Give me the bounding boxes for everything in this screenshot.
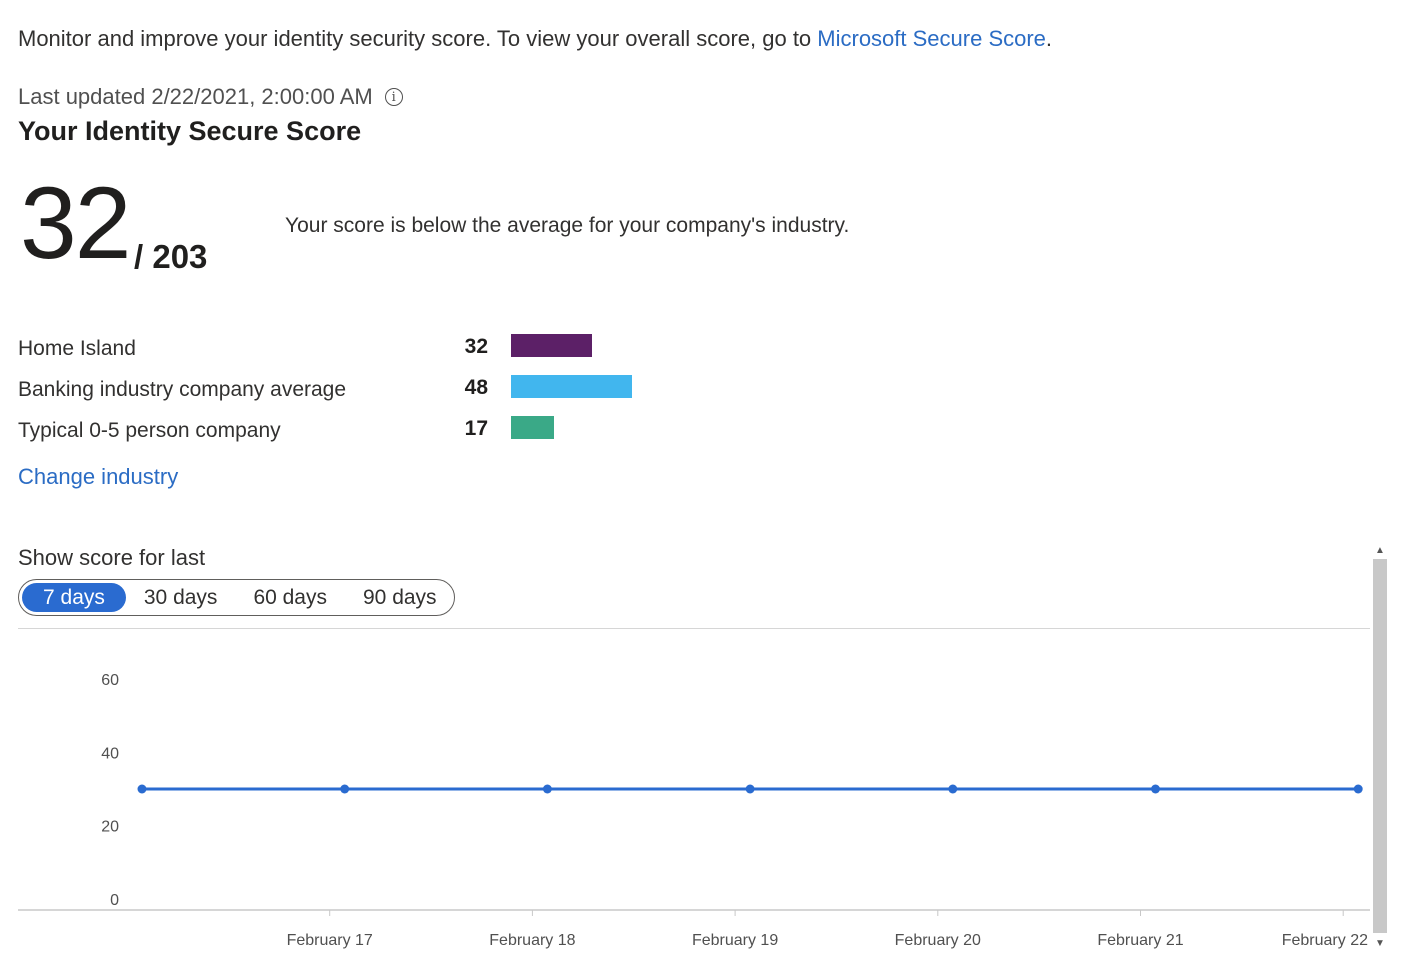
comparison-bar xyxy=(511,334,592,357)
data-point xyxy=(137,784,147,794)
comparison-label: Home Island xyxy=(18,337,136,360)
last-updated: Last updated 2/22/2021, 2:00:00 AM i xyxy=(18,84,403,110)
comparison-value: 48 xyxy=(464,376,488,399)
change-industry-link[interactable]: Change industry xyxy=(18,464,179,489)
intro-suffix: . xyxy=(1045,26,1053,51)
comparison-value: 32 xyxy=(464,335,488,358)
data-point xyxy=(340,784,350,794)
intro-text-body: Monitor and improve your identity securi… xyxy=(18,26,818,51)
y-tick-label: 60 xyxy=(101,672,119,689)
section-divider xyxy=(18,628,1370,629)
y-tick-label: 20 xyxy=(101,819,119,836)
intro-text: Monitor and improve your identity securi… xyxy=(18,26,1052,52)
comparison-value: 17 xyxy=(464,417,488,440)
range-option-90-days[interactable]: 90 days xyxy=(363,586,437,609)
data-point xyxy=(1151,784,1160,794)
y-tick-label: 40 xyxy=(101,745,119,762)
y-tick-label: 0 xyxy=(110,892,119,909)
comparison-bar xyxy=(511,375,633,398)
data-point xyxy=(542,784,552,794)
comparison-bar xyxy=(511,416,554,439)
data-point xyxy=(1353,784,1363,794)
score-current: 32 xyxy=(20,166,131,280)
x-tick-label: February 22 xyxy=(1282,932,1368,949)
data-point xyxy=(948,784,958,794)
page-title: Your Identity Secure Score xyxy=(18,116,362,146)
x-tick-label: February 18 xyxy=(489,932,575,949)
comparison-row-home-island: Home Island 32 xyxy=(18,334,718,365)
range-option-7-days[interactable]: 7 days xyxy=(22,583,126,612)
comparison-label: Typical 0-5 person company xyxy=(18,419,281,442)
last-updated-text: Last updated 2/22/2021, 2:00:00 AM xyxy=(18,84,373,109)
data-point xyxy=(745,784,755,794)
range-label: Show score for last xyxy=(18,545,206,570)
score-max: / 203 xyxy=(134,238,208,275)
comparison-row-typical-company: Typical 0-5 person company 17 xyxy=(18,416,718,447)
range-selector: 7 days 30 days 60 days 90 days xyxy=(18,579,455,616)
x-tick-label: February 21 xyxy=(1097,932,1183,949)
x-tick-label: February 17 xyxy=(287,932,373,949)
range-option-30-days[interactable]: 30 days xyxy=(143,586,218,609)
scroll-down-icon[interactable]: ▼ xyxy=(1375,938,1385,949)
scroll-up-icon[interactable]: ▲ xyxy=(1375,545,1385,556)
vertical-scrollbar[interactable]: ▲ ▼ xyxy=(1372,543,1388,953)
score-history-chart: 0 20 40 60 February 17 February 18 February 19… xyxy=(18,672,1370,949)
scrollbar-thumb[interactable] xyxy=(1373,559,1387,933)
comparison-row-industry-average: Banking industry company average 48 xyxy=(18,375,718,406)
score-description: Your score is below the average for your… xyxy=(285,214,850,237)
x-tick-label: February 19 xyxy=(692,932,778,949)
x-tick-label: February 20 xyxy=(895,932,981,949)
microsoft-secure-score-link[interactable]: Microsoft Secure Score xyxy=(817,26,1046,51)
info-icon[interactable]: i xyxy=(384,88,403,106)
range-option-60-days[interactable]: 60 days xyxy=(253,586,327,609)
comparison-label: Banking industry company average xyxy=(18,378,347,401)
